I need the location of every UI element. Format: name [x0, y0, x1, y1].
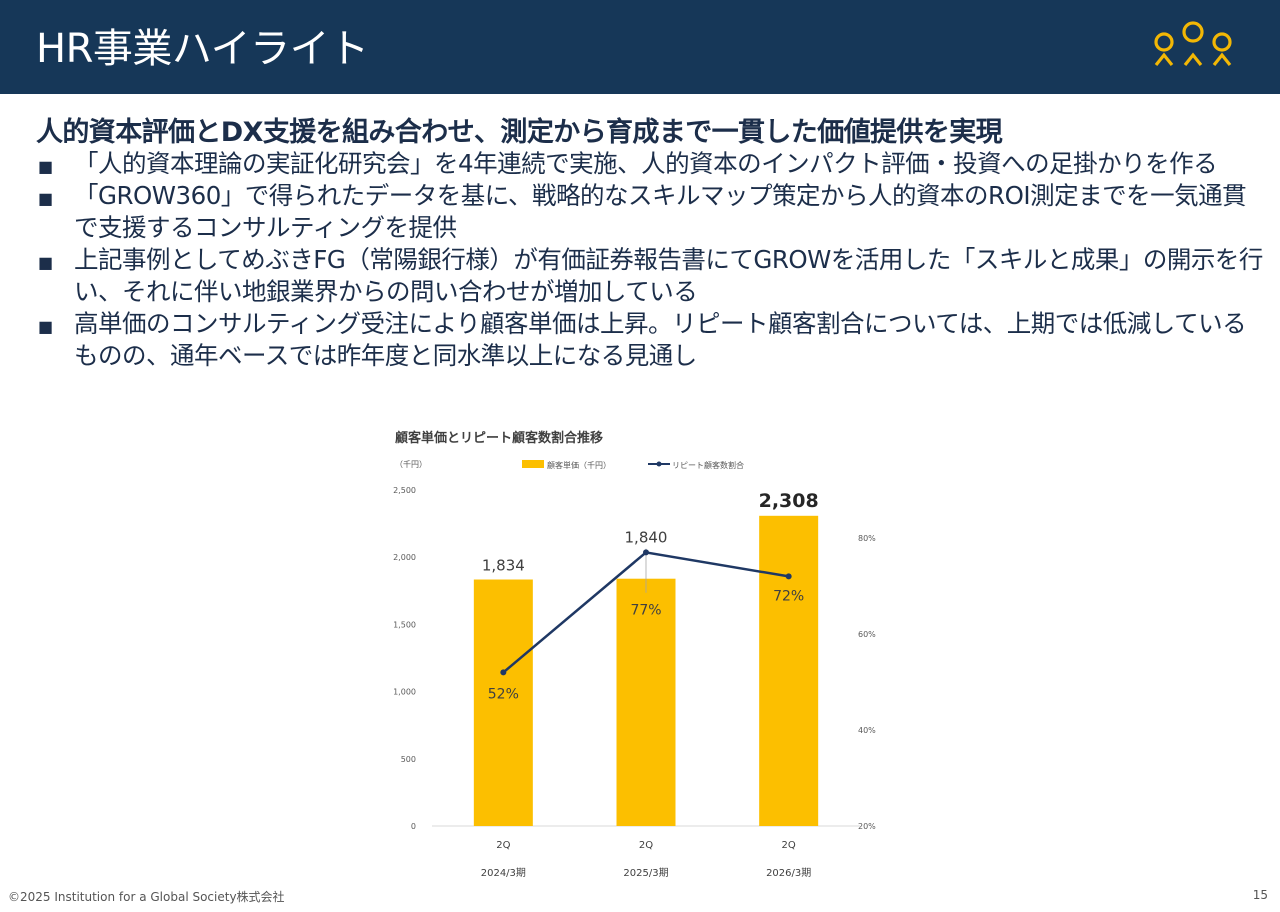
- page-number: 15: [1252, 888, 1268, 902]
- bullet-square-icon: ■: [38, 317, 53, 336]
- bar-data-label: 1,834: [482, 557, 525, 575]
- page-title: HR事業ハイライト: [36, 26, 369, 72]
- left-tick-label: 2,500: [393, 486, 416, 495]
- left-axis-unit: （千円）: [395, 459, 427, 469]
- period-label: 2025/3期: [623, 867, 668, 879]
- legend-line-label: リピート顧客数割合: [672, 460, 744, 470]
- left-tick-label: 500: [401, 755, 416, 764]
- right-tick-label: 20%: [858, 822, 876, 831]
- left-tick-label: 1,500: [393, 620, 416, 629]
- category-label: 2Q: [639, 840, 653, 851]
- bar: [473, 579, 533, 826]
- category-label: 2Q: [782, 840, 796, 851]
- bar-data-label: 1,840: [625, 529, 668, 547]
- right-tick-label: 80%: [858, 534, 876, 543]
- headline: 人的資本評価とDX支援を組み合わせ、測定から育成まで一貫した価値提供を実現: [36, 117, 1003, 148]
- copyright-text: ©2025 Institution for a Global Society株式…: [8, 890, 285, 904]
- bar: [616, 578, 676, 826]
- bar: [759, 515, 819, 826]
- bullet-item: ■ 「人的資本理論の実証化研究会」を4年連続で実施、人的資本のインパクト評価・投…: [36, 148, 1266, 180]
- legend-bar-swatch: [522, 460, 544, 468]
- legend-line-marker: [656, 461, 662, 467]
- bullet-text: 高単価のコンサルティング受注により顧客単価は上昇。リピート顧客割合については、上…: [74, 309, 1247, 370]
- bullet-item: ■ 「GROW360」で得られたデータを基に、戦略的なスキルマップ策定から人的資…: [36, 180, 1266, 244]
- bullet-square-icon: ■: [38, 253, 53, 272]
- bullet-text: 「GROW360」で得られたデータを基に、戦略的なスキルマップ策定から人的資本の…: [74, 181, 1247, 242]
- line-data-label: 77%: [630, 602, 661, 618]
- period-label: 2024/3期: [481, 867, 526, 879]
- bullet-square-icon: ■: [38, 157, 53, 176]
- bullet-text: 上記事例としてめぶきFG（常陽銀行様）が有価証券報告書にてGROWを活用した「ス…: [74, 245, 1263, 306]
- chart-container: 顧客単価とリピート顧客数割合推移 （千円） 顧客単価（千円） リピート顧客数割合 0 50…: [370, 420, 890, 890]
- left-tick-label: 0: [411, 822, 416, 831]
- line-point: [643, 549, 649, 556]
- period-label: 2026/3期: [766, 867, 811, 879]
- legend-bar-label: 顧客単価（千円）: [547, 460, 611, 470]
- right-tick-label: 40%: [858, 726, 876, 735]
- chart-title: 顧客単価とリピート顧客数割合推移: [395, 430, 603, 446]
- bullet-square-icon: ■: [38, 189, 53, 208]
- left-tick-label: 1,000: [393, 688, 416, 697]
- combo-chart: 顧客単価とリピート顧客数割合推移 （千円） 顧客単価（千円） リピート顧客数割合 0 50…: [393, 430, 876, 879]
- header-bar: HR事業ハイライト: [0, 0, 1280, 94]
- right-tick-label: 60%: [858, 630, 876, 639]
- line-data-label: 72%: [773, 588, 804, 604]
- left-tick-label: 2,000: [393, 553, 416, 562]
- bullet-item: ■ 上記事例としてめぶきFG（常陽銀行様）が有価証券報告書にてGROWを活用した…: [36, 244, 1266, 308]
- bar-data-label: 2,308: [759, 490, 819, 512]
- bullet-item: ■ 高単価のコンサルティング受注により顧客単価は上昇。リピート顧客割合については…: [36, 308, 1266, 372]
- line-point: [785, 573, 792, 580]
- bullet-list: ■ 「人的資本理論の実証化研究会」を4年連続で実施、人的資本のインパクト評価・投…: [36, 148, 1266, 372]
- company-logo-icon: [1154, 21, 1232, 66]
- line-data-label: 52%: [488, 686, 519, 702]
- category-label: 2Q: [496, 840, 510, 851]
- bullet-text: 「人的資本理論の実証化研究会」を4年連続で実施、人的資本のインパクト評価・投資へ…: [74, 149, 1218, 178]
- line-point: [500, 669, 507, 676]
